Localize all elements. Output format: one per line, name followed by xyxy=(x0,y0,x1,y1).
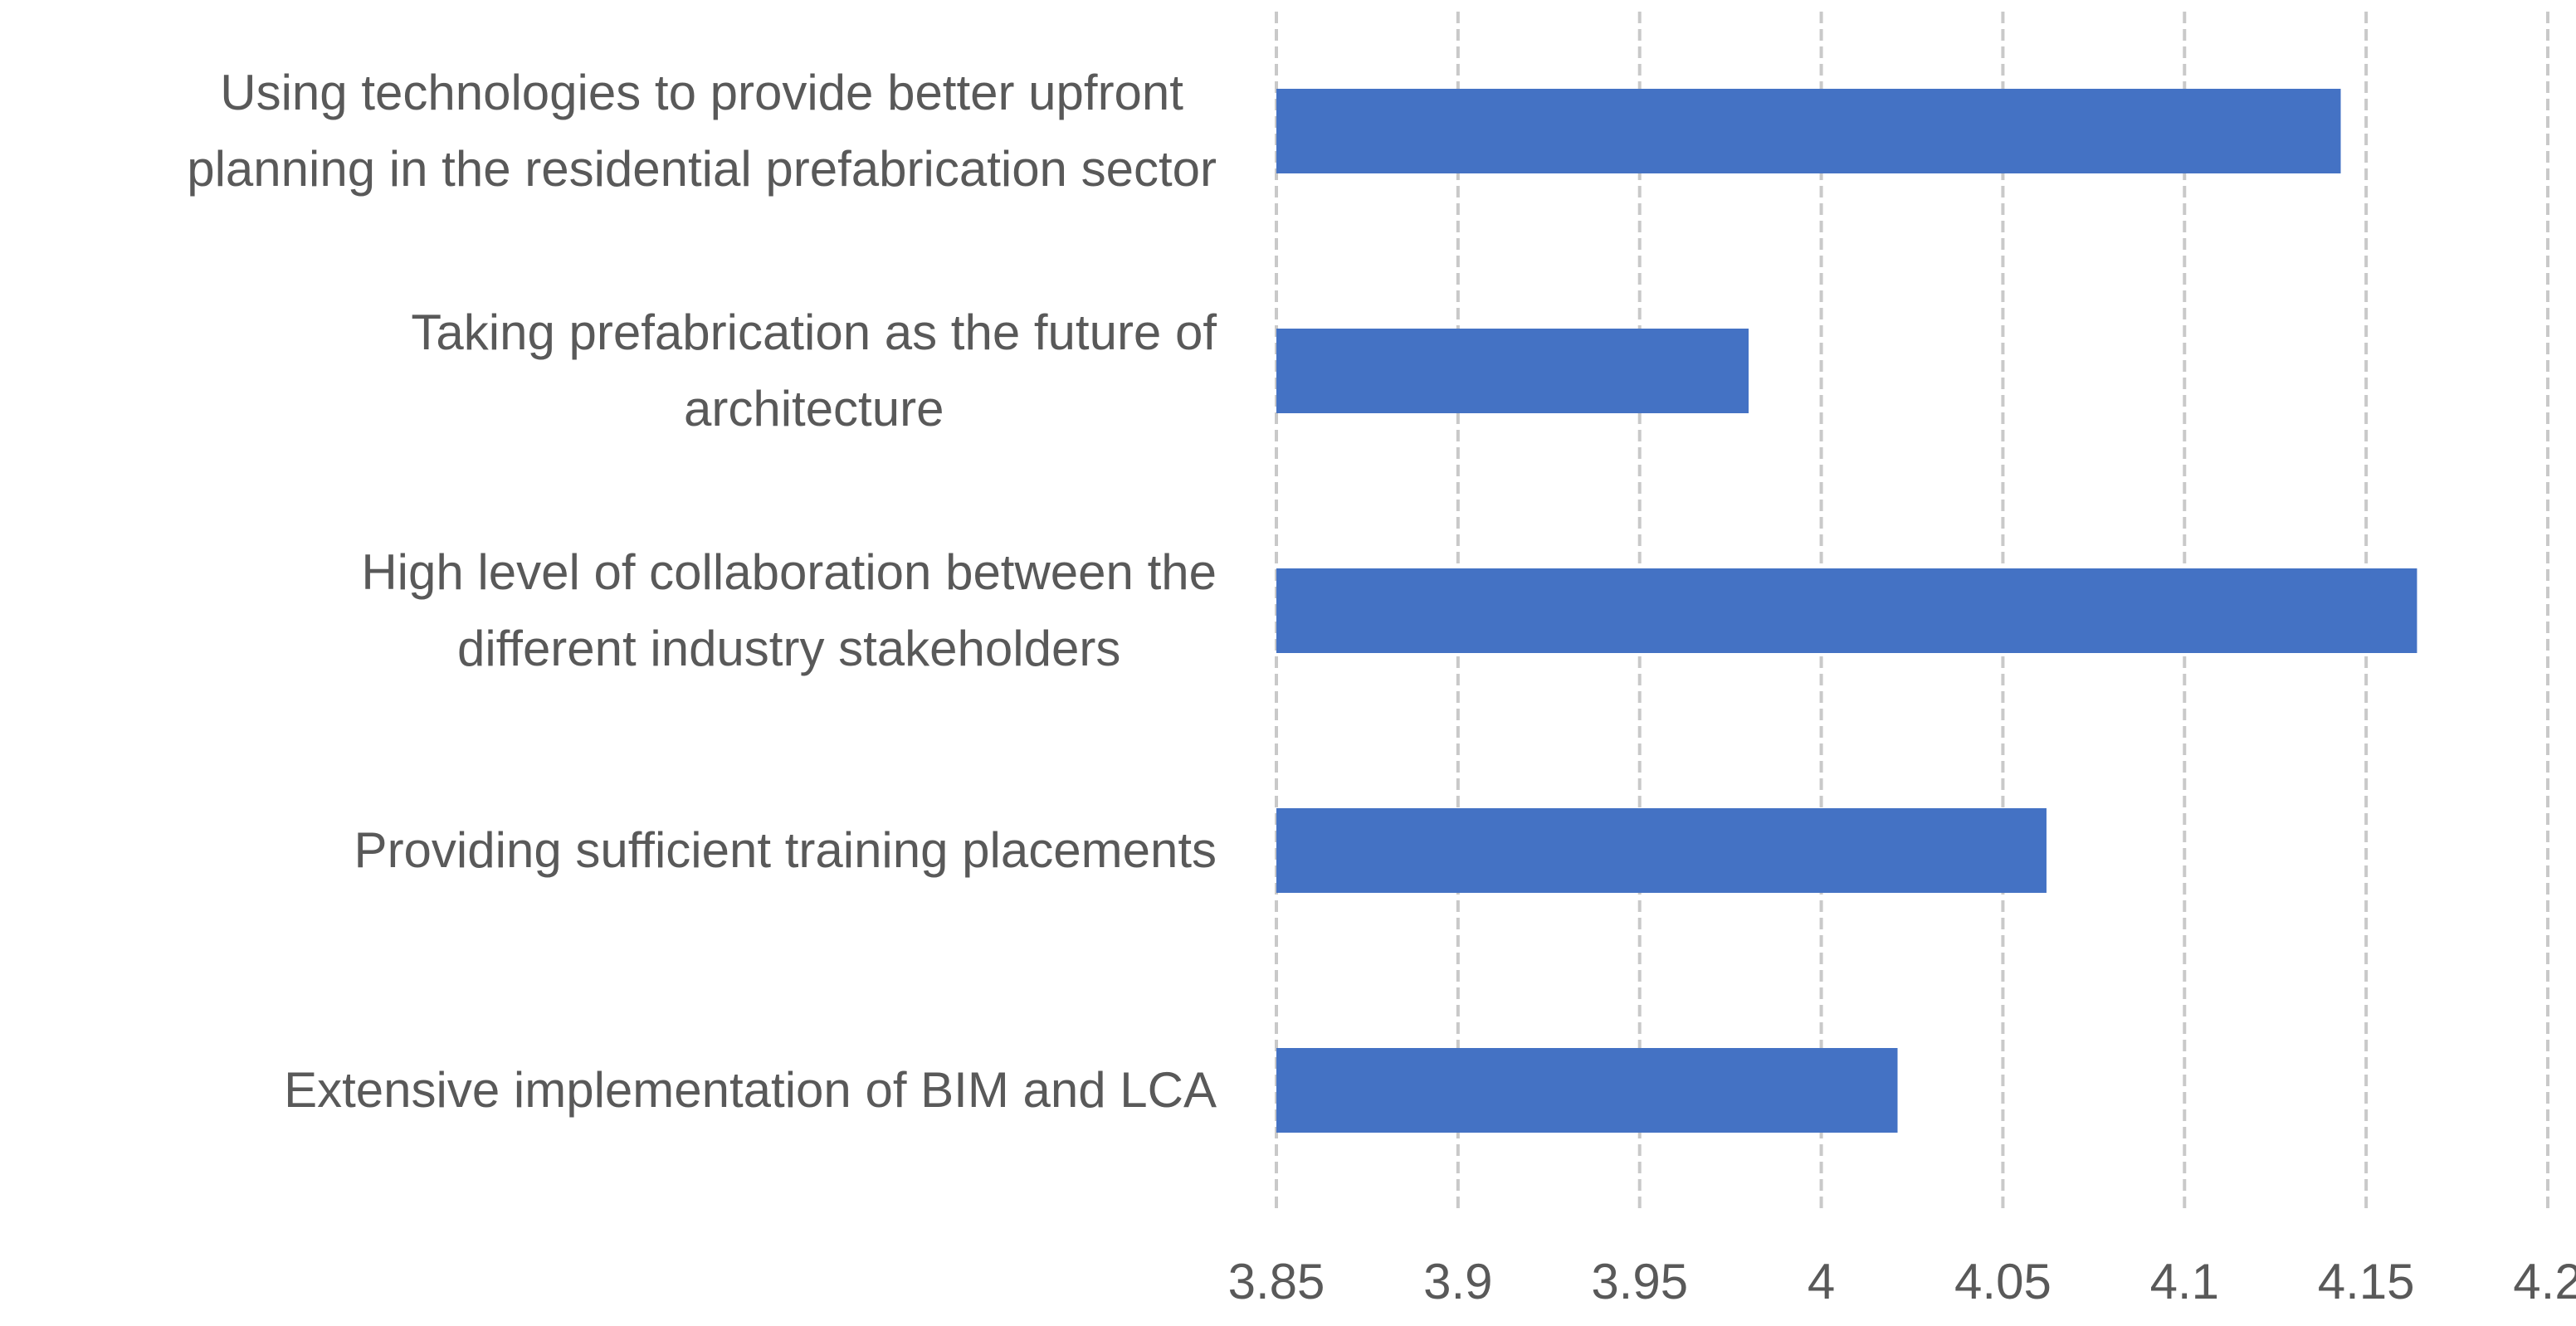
category-label-line: High level of collaboration between the xyxy=(361,544,1217,600)
bar xyxy=(1276,1048,1898,1133)
bar xyxy=(1276,568,2417,653)
category-label-line: different industry stakeholders xyxy=(457,621,1120,676)
category-label-line: Providing sufficient training placements xyxy=(354,822,1217,878)
x-tick-label: 4.2 xyxy=(2513,1254,2576,1309)
category-label: Providing sufficient training placements xyxy=(354,822,1217,878)
x-axis-tick-labels: 3.85 3.9 3.95 4 4.05 4.1 4.15 4.2 xyxy=(1228,1254,2576,1309)
x-tick-label: 3.9 xyxy=(1423,1254,1492,1309)
bars xyxy=(1276,89,2417,1133)
x-tick-label: 4.05 xyxy=(1954,1254,2052,1309)
category-label-line: Using technologies to provide better upf… xyxy=(220,65,1183,120)
x-tick-label: 4 xyxy=(1808,1254,1835,1309)
category-label-line: Extensive implementation of BIM and LCA xyxy=(284,1062,1217,1118)
category-label: High level of collaboration between the d… xyxy=(361,544,1217,676)
x-tick-label: 4.15 xyxy=(2318,1254,2415,1309)
category-label: Taking prefabrication as the future of ar… xyxy=(411,305,1217,436)
x-tick-label: 3.95 xyxy=(1591,1254,1688,1309)
x-tick-label: 4.1 xyxy=(2150,1254,2219,1309)
category-label-line: architecture xyxy=(684,381,944,436)
category-label: Using technologies to provide better upf… xyxy=(187,65,1217,197)
category-labels: Using technologies to provide better upf… xyxy=(187,65,1217,1118)
bar xyxy=(1276,89,2341,173)
x-tick-label: 3.85 xyxy=(1228,1254,1325,1309)
bar xyxy=(1276,329,1749,413)
category-label-line: planning in the residential prefabricati… xyxy=(187,141,1217,197)
category-label-line: Taking prefabrication as the future of xyxy=(411,305,1217,360)
bar xyxy=(1276,808,2047,893)
category-label: Extensive implementation of BIM and LCA xyxy=(284,1062,1217,1118)
